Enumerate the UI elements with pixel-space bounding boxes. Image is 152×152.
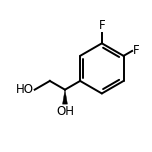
Polygon shape	[63, 90, 67, 104]
Text: HO: HO	[16, 83, 33, 96]
Text: F: F	[133, 44, 140, 57]
Text: F: F	[98, 19, 105, 32]
Text: OH: OH	[56, 105, 74, 118]
